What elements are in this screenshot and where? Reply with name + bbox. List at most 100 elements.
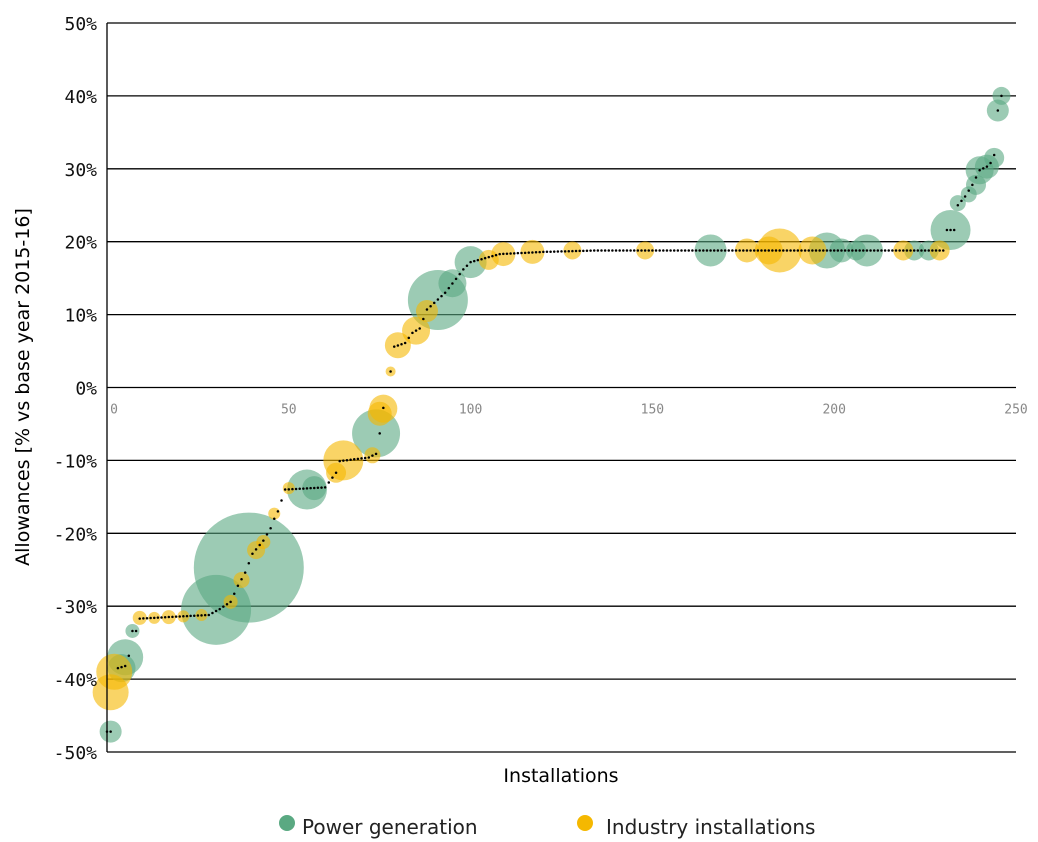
installation-dot	[658, 249, 661, 252]
y-tick-label: 10%	[64, 306, 97, 327]
installation-dot	[778, 249, 781, 252]
installation-dot	[763, 249, 767, 252]
installation-dot	[109, 730, 112, 733]
installation-dot	[920, 249, 923, 252]
installation-dot	[971, 183, 974, 187]
legend-swatch-industry	[577, 815, 593, 831]
installation-dot	[672, 249, 676, 252]
x-tick-label: 200	[822, 403, 845, 418]
installation-dot	[149, 616, 152, 620]
installation-dot	[720, 249, 723, 252]
y-tick-label: -40%	[54, 670, 98, 691]
installation-dot	[320, 486, 323, 489]
installation-dot	[600, 249, 603, 252]
installation-dot	[556, 250, 560, 253]
installation-dot	[407, 336, 411, 340]
installation-dot	[749, 249, 752, 252]
installation-dot	[422, 317, 425, 321]
installation-dot	[440, 294, 443, 298]
installation-dot	[243, 571, 247, 574]
installation-dot	[342, 459, 345, 462]
installation-dot	[196, 614, 200, 617]
installation-dot	[429, 304, 432, 308]
x-tick-label: 100	[459, 403, 482, 418]
installation-dot	[531, 251, 534, 254]
installation-dot	[349, 458, 352, 462]
installation-dot	[120, 665, 123, 669]
installation-dot	[956, 204, 960, 207]
installation-dot	[360, 457, 363, 460]
installation-dot	[280, 499, 283, 502]
installation-dot	[905, 249, 909, 252]
installation-dot	[283, 488, 287, 491]
installation-dot	[858, 249, 861, 252]
installation-dot	[869, 249, 872, 252]
installation-dot	[887, 249, 890, 252]
installation-dot	[756, 249, 760, 252]
installation-dot	[331, 476, 334, 479]
installation-dot	[923, 249, 927, 252]
installation-dot	[178, 615, 181, 618]
installation-dot	[418, 327, 421, 330]
installation-dot	[345, 458, 349, 462]
installation-dot	[542, 250, 545, 254]
installation-dot	[934, 249, 938, 252]
installation-dot	[574, 249, 578, 253]
installation-dot	[334, 471, 338, 475]
installation-dot	[647, 249, 651, 252]
installation-dot	[771, 249, 774, 252]
installation-dot	[378, 432, 381, 435]
installation-dot	[862, 249, 865, 252]
installation-dot	[127, 654, 131, 658]
installation-dot	[200, 614, 203, 617]
installation-dot	[316, 486, 320, 490]
installation-dot	[698, 249, 701, 252]
installation-dot	[629, 249, 632, 252]
installation-dot	[949, 228, 952, 232]
installation-dot	[803, 249, 807, 252]
installation-dot	[211, 611, 214, 615]
installation-dot	[865, 249, 869, 252]
installation-dot	[189, 614, 192, 618]
installation-dot	[356, 457, 360, 461]
installation-dot	[302, 487, 305, 490]
installation-dot	[392, 345, 396, 348]
installation-dot	[843, 249, 847, 252]
x-tick-label: 150	[641, 403, 664, 418]
legend-swatch-power	[279, 815, 295, 831]
installation-dot	[182, 615, 185, 618]
x-tick-label: 0	[110, 403, 118, 418]
installation-dot	[160, 616, 163, 619]
installation-dot	[240, 577, 243, 581]
installation-dot	[683, 249, 687, 252]
bubble	[984, 147, 1005, 168]
installation-dot	[989, 161, 992, 165]
installation-dot	[323, 486, 327, 489]
installation-dot	[567, 249, 571, 253]
installation-dot	[807, 249, 810, 252]
installation-dot	[702, 249, 705, 252]
installation-dot	[193, 614, 196, 617]
y-tick-label: 30%	[64, 160, 97, 181]
installation-dot	[313, 486, 316, 490]
installation-dot	[592, 249, 596, 252]
installation-dot	[712, 249, 716, 252]
installation-dot	[276, 510, 280, 513]
installation-dot	[432, 301, 436, 305]
installation-dot	[603, 249, 607, 252]
installation-dot	[167, 615, 171, 619]
installation-dot	[309, 486, 312, 490]
installation-dot	[752, 249, 756, 252]
installation-dot	[462, 268, 465, 271]
bubble	[949, 195, 966, 212]
installation-dot	[131, 629, 134, 633]
installation-dot	[876, 249, 880, 252]
y-tick-label: -30%	[54, 597, 98, 618]
bubble	[193, 512, 304, 623]
installation-dot	[909, 249, 912, 252]
installation-dot	[632, 249, 636, 252]
installation-dot	[854, 249, 858, 252]
installation-dot	[505, 252, 509, 255]
installation-dot	[236, 584, 240, 588]
